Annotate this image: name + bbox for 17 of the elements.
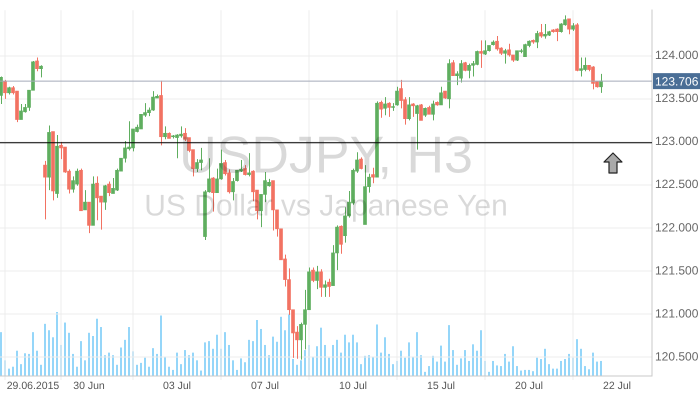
x-tick-label: 29.06.2015 (6, 380, 60, 392)
x-tick-label: 07 Jul (250, 380, 280, 392)
y-tick-label: 123.500 (655, 91, 699, 106)
y-tick-label: 120.500 (655, 349, 699, 364)
x-tick-label: 22 Jul (602, 380, 632, 392)
ref-line-label: 123.706 (655, 74, 699, 88)
y-tick-label: 123.000 (655, 134, 699, 148)
y-tick-label: 121.500 (655, 263, 699, 278)
x-tick-label: 30 Jun (73, 380, 105, 392)
y-tick-label: 124.000 (655, 48, 699, 62)
x-tick-label: 15 Jul (426, 380, 456, 392)
y-tick-label: 122.000 (655, 220, 699, 234)
y-tick-label: 122.500 (655, 177, 699, 192)
y-tick-label: 121.000 (655, 306, 699, 320)
x-tick-label: 03 Jul (162, 380, 192, 392)
x-tick-label: 10 Jul (338, 380, 368, 392)
x-tick-label: 20 Jul (514, 380, 544, 392)
